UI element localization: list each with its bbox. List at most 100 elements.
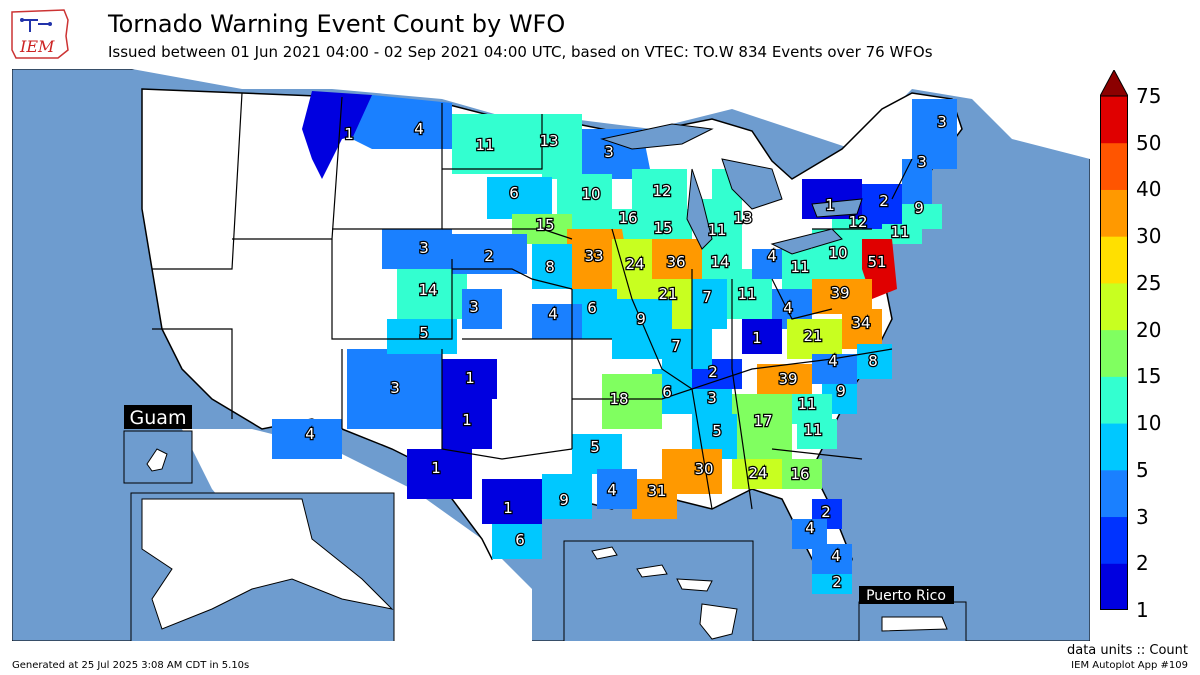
wfo-region-shv (572, 434, 622, 474)
wfo-region-lot (652, 239, 702, 289)
count-label-okx: 11 (890, 223, 909, 241)
count-label-rah: 4 (828, 352, 838, 370)
wfo-region-box (902, 204, 942, 229)
wfo-region-ffc (732, 394, 792, 459)
count-label-tbw: 4 (805, 519, 815, 537)
count-label-akq: 34 (851, 314, 870, 332)
wfo-region-unr (382, 229, 452, 269)
count-label-mhx: 8 (868, 352, 878, 370)
count-label-ilm: 9 (836, 382, 846, 400)
wfo-region-lwx (812, 279, 872, 314)
great-lakes (600, 123, 863, 255)
count-label-mfl: 4 (831, 547, 841, 565)
colorbar-tick: 3 (1136, 504, 1149, 529)
count-label-ctp: 10 (828, 244, 847, 262)
wfo-region-jax (782, 459, 822, 489)
guam-inset: Guam (123, 405, 193, 484)
hawaii-inset (563, 540, 754, 649)
wfo-region-ewx (492, 519, 542, 559)
count-label-unr: 3 (419, 239, 429, 257)
count-label-jan: 30 (694, 460, 713, 478)
wfo-region-alb (862, 184, 902, 229)
count-label-ilx: 21 (658, 285, 677, 303)
wfo-region-fgf (542, 114, 582, 179)
wfo-region-top (532, 304, 582, 339)
colorbar-segment (1100, 329, 1128, 377)
colorbar-tick: 25 (1136, 270, 1162, 295)
colorbar-tick: 10 (1136, 411, 1162, 436)
wfo-region-fwd (482, 479, 542, 524)
units-label: data units :: Count (1066, 643, 1188, 658)
count-label-gsp: 39 (778, 370, 797, 388)
count-label-tfx: 4 (414, 120, 424, 138)
wfo-region-mfl (812, 544, 852, 574)
wfo-region-bis (452, 114, 542, 174)
colorbar-segment (1100, 142, 1128, 190)
colorbar-tick: 20 (1136, 317, 1162, 342)
wfo-region-lbf (452, 234, 527, 274)
count-label-rnk: 21 (803, 327, 822, 345)
wfo-region-grr (702, 199, 742, 249)
wfo-region-akq (842, 309, 882, 349)
wfo-region-jkl (742, 319, 782, 354)
wfo-region-abq (347, 349, 442, 429)
colorbar (1099, 68, 1129, 611)
count-label-fsd: 15 (535, 216, 554, 234)
count-label-eax: 6 (587, 299, 597, 317)
count-label-jkl: 1 (752, 329, 762, 347)
colorbar-tick: 50 (1136, 130, 1162, 155)
count-label-bou: 14 (418, 281, 437, 299)
colorbar-tick: 2 (1136, 551, 1149, 576)
generated-text: Generated at 25 Jul 2025 3:08 AM CDT in … (12, 660, 250, 671)
count-label-car: 3 (937, 113, 947, 131)
wfo-region-car (912, 99, 957, 169)
count-label-abr: 6 (509, 184, 519, 202)
wfo-region-hgx (542, 474, 592, 519)
count-label-pah: 7 (671, 337, 681, 355)
colorbar-segment (1100, 96, 1128, 144)
count-label-ind: 7 (702, 288, 712, 306)
wfo-region-mhx (857, 344, 892, 379)
count-label-mlb: 2 (821, 503, 831, 521)
wfo-region-grb (632, 169, 687, 214)
count-label-buf: 1 (825, 196, 835, 214)
count-label-rlx: 4 (783, 299, 793, 317)
count-label-key: 2 (832, 573, 842, 591)
count-label-iwx: 14 (710, 253, 729, 271)
wfo-region-ind (692, 279, 727, 329)
colorbar-tick: 40 (1136, 177, 1162, 202)
colorbar-segment (1100, 376, 1128, 424)
wfo-region-tfx (352, 95, 452, 149)
wfo-region-abr (487, 177, 552, 219)
count-label-mso: 1 (344, 125, 354, 143)
count-label-lix: 31 (647, 482, 666, 500)
count-label-dvn: 24 (625, 255, 644, 273)
count-label-shv: 5 (590, 438, 600, 456)
count-label-bmx: 5 (712, 422, 722, 440)
wfo-region-tbw (792, 519, 827, 549)
wfo-region-rnk (787, 319, 842, 359)
iem-logo: IEM (8, 6, 72, 62)
count-label-maf: 1 (431, 459, 441, 477)
guam-label: Guam (130, 407, 187, 429)
wfo-region-gld (462, 289, 502, 329)
colorbar-segment (1100, 189, 1128, 237)
count-label-phi: 51 (867, 253, 886, 271)
colorbar-extend-arrow (1099, 68, 1129, 97)
count-label-pbz: 11 (790, 258, 809, 276)
count-label-grb: 12 (652, 182, 671, 200)
count-label-lzk: 18 (609, 390, 628, 408)
count-label-meg: 6 (662, 383, 672, 401)
alaska-inset (130, 492, 395, 657)
count-label-cae: 11 (797, 395, 816, 413)
colorbar-segment (1100, 282, 1128, 331)
page-title: Tornado Warning Event Count by WFO (108, 10, 566, 38)
wfo-region-maf (407, 449, 472, 499)
count-label-ewx: 6 (515, 531, 525, 549)
count-label-lot: 36 (666, 253, 685, 271)
wfo-region-lsx (612, 299, 672, 359)
count-label-hun: 3 (707, 389, 717, 407)
colorbar-segment (1100, 236, 1128, 284)
wfo-region-lch (597, 469, 637, 509)
